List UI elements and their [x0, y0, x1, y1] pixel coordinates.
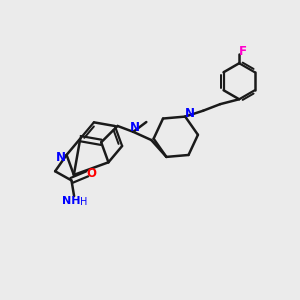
Text: H: H	[80, 197, 88, 207]
Text: O: O	[87, 167, 97, 180]
Text: N: N	[130, 121, 140, 134]
Text: F: F	[238, 45, 246, 58]
Text: N: N	[185, 107, 195, 120]
Text: NH: NH	[62, 196, 81, 206]
Text: N: N	[56, 151, 66, 164]
